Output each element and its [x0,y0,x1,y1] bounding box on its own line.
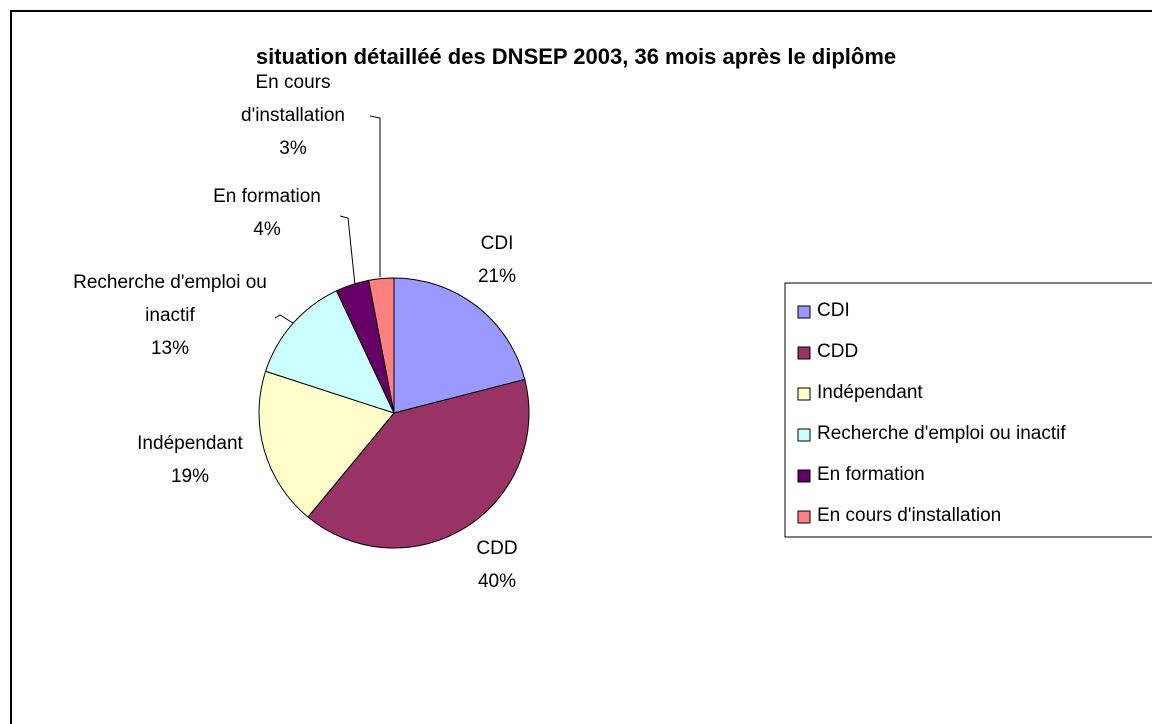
legend-swatch [797,305,811,319]
data-label: En formation 4% [167,180,367,246]
pie-slice [393,277,526,414]
legend-label: En formation [817,464,925,485]
data-label-name: En formation [213,186,321,207]
data-label-value: 3% [279,138,307,159]
data-label-value: 21% [477,266,517,287]
chart-border [10,10,1152,724]
legend-swatch [797,346,811,360]
legend-label: CDI [817,300,850,321]
legend-swatch [797,428,811,442]
leader-line [274,314,297,326]
data-label-name: CDI [480,233,514,254]
data-label-value: 13% [150,338,190,359]
legend-label: Recherche d'emploi ou inactif [817,423,1066,444]
legend-swatch [797,387,811,401]
leader-line [369,115,381,277]
data-label-name: En cours d'installation [241,72,345,126]
legend-label: Indépendant [817,382,923,403]
pie-slice [264,290,395,414]
pie-slice [368,277,395,414]
data-label: En cours d'installation 3% [223,66,363,165]
data-label: CDD 40% [447,532,547,598]
data-label-value: 19% [170,466,210,487]
legend-box [784,282,1152,538]
leader-line [339,215,356,286]
data-label: Indépendant 19% [90,427,290,493]
data-label: Recherche d'emploi ou inactif 13% [60,266,280,365]
data-label-name: Recherche d'emploi ou inactif [73,272,267,326]
data-label-value: 40% [477,571,517,592]
data-label: CDI 21% [447,227,547,293]
data-label-value: 4% [253,219,281,240]
pie-slice [307,378,530,549]
legend-swatch [797,469,811,483]
data-label-name: Indépendant [137,433,243,454]
pie-slice [258,370,395,518]
legend-label: En cours d'installation [817,505,1002,526]
data-label-name: CDD [476,538,518,559]
chart-title: situation détailléé des DNSEP 2003, 36 m… [255,44,897,69]
legend-swatch [797,510,811,524]
legend-label: CDD [817,341,859,362]
